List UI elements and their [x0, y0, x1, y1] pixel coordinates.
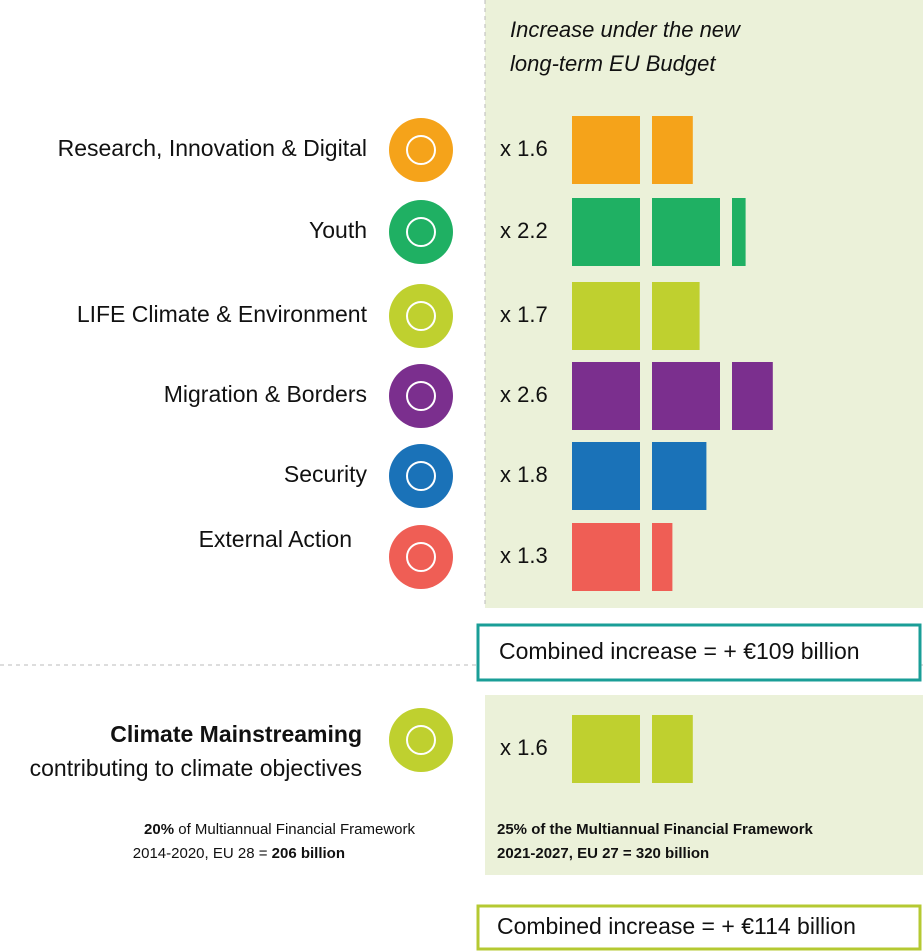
- row-label: External Action: [199, 526, 352, 552]
- lower-panel: [485, 695, 923, 875]
- bar-block: [572, 198, 640, 266]
- combined-text: Combined increase = + €109 billion: [499, 638, 860, 664]
- icon: [389, 708, 453, 772]
- row-label: Research, Innovation & Digital: [58, 135, 367, 161]
- multiplier: x 1.6: [500, 735, 548, 760]
- right-note: 25% of the Multiannual Financial Framewo…: [497, 821, 814, 838]
- bar-block: [572, 362, 640, 430]
- icon: [389, 118, 453, 182]
- bar-block: [652, 715, 693, 783]
- combined-text: Combined increase = + €114 billion: [497, 913, 856, 939]
- multiplier: x 1.8: [500, 462, 548, 487]
- multiplier: x 1.7: [500, 302, 548, 327]
- climate-title: Climate Mainstreaming: [110, 721, 362, 747]
- bar-block: [732, 362, 773, 430]
- note-text: of Multiannual Financial Framework: [174, 821, 415, 838]
- climate-subtitle: contributing to climate objectives: [30, 755, 362, 781]
- bar-block: [652, 282, 700, 350]
- icon-glyph: [406, 381, 436, 411]
- icon-glyph: [406, 725, 436, 755]
- icon: [389, 200, 453, 264]
- row-label: Youth: [309, 217, 367, 243]
- combined-box: [476, 623, 922, 682]
- multiplier: x 2.6: [500, 382, 548, 407]
- bar-block: [652, 362, 720, 430]
- icon-glyph: [406, 461, 436, 491]
- row-label: Security: [284, 461, 368, 487]
- row-label: Migration & Borders: [164, 381, 367, 407]
- icon-glyph: [406, 217, 436, 247]
- upper-panel: [485, 0, 923, 608]
- bar-block: [732, 198, 746, 266]
- bar-block: [572, 442, 640, 510]
- bar-block: [652, 442, 707, 510]
- note-bold: 206 billion: [272, 845, 345, 862]
- bar-block: [652, 523, 673, 591]
- icon: [389, 444, 453, 508]
- icon: [389, 525, 453, 589]
- header: Increase under the new: [510, 17, 742, 42]
- bar-block: [572, 116, 640, 184]
- note-bold: 20%: [144, 821, 174, 838]
- bar-block: [652, 116, 693, 184]
- bar-block: [572, 715, 640, 783]
- multiplier: x 1.3: [500, 543, 548, 568]
- row-label: LIFE Climate & Environment: [77, 301, 368, 327]
- bar-block: [572, 282, 640, 350]
- icon-glyph: [406, 135, 436, 165]
- icon: [389, 284, 453, 348]
- bar-block: [652, 198, 720, 266]
- icon-glyph: [406, 301, 436, 331]
- right-note: 2021-2027, EU 27 = 320 billion: [497, 845, 709, 862]
- bar-block: [572, 523, 640, 591]
- icon: [389, 364, 453, 428]
- multiplier: x 2.2: [500, 218, 548, 243]
- icon-glyph: [406, 542, 436, 572]
- left-note: 2014-2020, EU 28 = 206 billion: [133, 845, 345, 862]
- left-note: 20% of Multiannual Financial Framework: [144, 821, 415, 838]
- multiplier: x 1.6: [500, 136, 548, 161]
- combined-box: [476, 904, 922, 951]
- note-text: 2014-2020, EU 28 =: [133, 845, 272, 862]
- header: long-term EU Budget: [510, 51, 716, 76]
